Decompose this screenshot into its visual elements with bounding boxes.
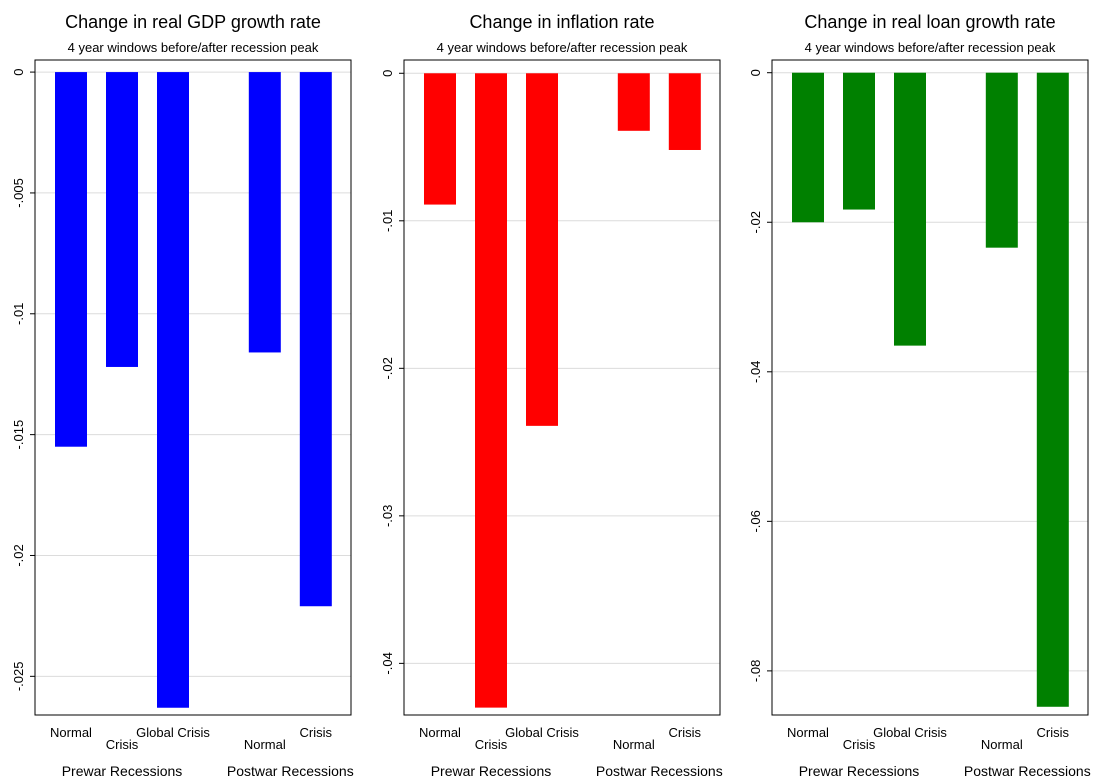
chart-subtitle: 4 year windows before/after recession pe… (68, 40, 319, 55)
x-tick-label: Normal (981, 737, 1023, 752)
bar (526, 73, 558, 426)
y-tick-label: -.005 (11, 178, 26, 208)
bar (1036, 72, 1069, 707)
plot-frame (771, 59, 1089, 716)
x-tick-label: Crisis (1037, 725, 1070, 740)
y-tick-label: -.02 (11, 544, 26, 566)
bar (55, 72, 87, 447)
x-tick-label: Normal (50, 725, 92, 740)
x-tick-label: Global Crisis (136, 725, 210, 740)
group-label: Postwar Recessions (964, 763, 1091, 779)
y-tick-label: -.025 (11, 662, 26, 692)
bar (106, 72, 138, 367)
x-tick-label: Crisis (300, 725, 333, 740)
group-label: Prewar Recessions (799, 763, 920, 779)
bar (475, 73, 507, 708)
group-label: Postwar Recessions (227, 763, 354, 779)
bar (617, 73, 650, 131)
y-tick-label: -.02 (748, 211, 763, 233)
y-tick-label: -.03 (380, 505, 395, 527)
bar (157, 72, 189, 708)
y-tick-label: 0 (748, 69, 763, 76)
y-tick-label: -.02 (380, 357, 395, 379)
y-tick-label: -.06 (748, 510, 763, 532)
x-tick-label: Normal (244, 737, 286, 752)
bar (894, 72, 926, 346)
x-tick-label: Crisis (106, 737, 139, 752)
y-tick-label: -.015 (11, 420, 26, 450)
x-tick-label: Crisis (843, 737, 876, 752)
x-tick-label: Crisis (475, 737, 508, 752)
group-label: Prewar Recessions (62, 763, 183, 779)
bar (248, 72, 281, 353)
bar (299, 72, 332, 607)
x-tick-label: Normal (613, 737, 655, 752)
group-label: Postwar Recessions (596, 763, 723, 779)
chart-title: Change in real GDP growth rate (65, 12, 321, 32)
plot-frame (34, 59, 352, 716)
x-tick-label: Global Crisis (873, 725, 947, 740)
y-tick-label: -.01 (11, 303, 26, 325)
x-tick-label: Global Crisis (505, 725, 579, 740)
y-tick-label: -.08 (748, 660, 763, 682)
chart-title: Change in inflation rate (469, 12, 654, 32)
y-tick-label: -.04 (748, 361, 763, 383)
y-tick-label: -.01 (380, 210, 395, 232)
y-tick-label: 0 (380, 70, 395, 77)
chart-subtitle: 4 year windows before/after recession pe… (437, 40, 688, 55)
chart-subtitle: 4 year windows before/after recession pe… (805, 40, 1056, 55)
x-tick-label: Crisis (669, 725, 702, 740)
group-label: Prewar Recessions (431, 763, 552, 779)
bar (843, 72, 875, 210)
bar (792, 72, 824, 223)
bar (985, 72, 1018, 248)
chart-title: Change in real loan growth rate (804, 12, 1055, 32)
y-tick-label: 0 (11, 68, 26, 75)
y-tick-label: -.04 (380, 652, 395, 674)
plot-frame (403, 59, 721, 716)
bar (424, 73, 456, 205)
x-tick-label: Normal (787, 725, 829, 740)
bar (668, 73, 701, 150)
x-tick-label: Normal (419, 725, 461, 740)
